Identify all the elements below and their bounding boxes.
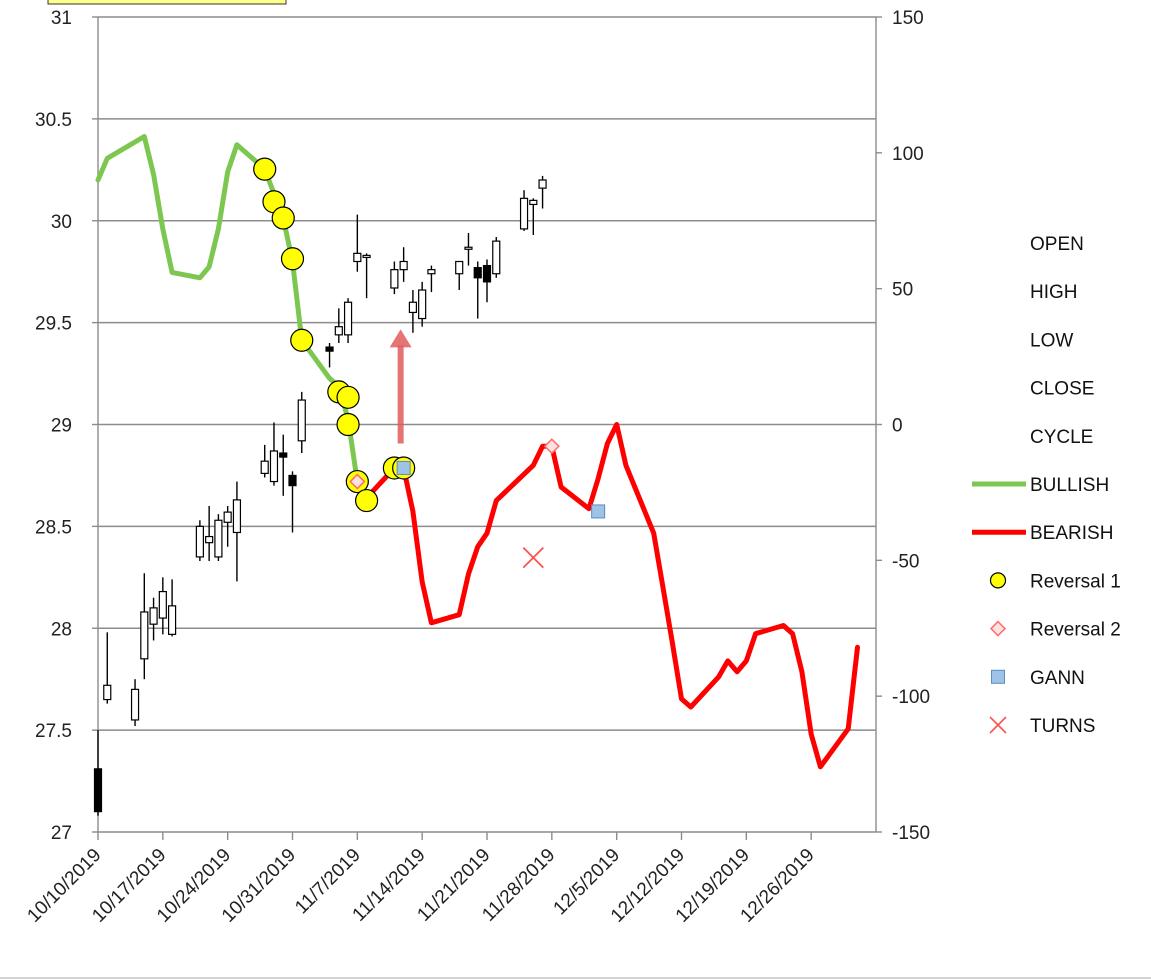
candle-body <box>260 460 269 474</box>
candle-body <box>223 511 232 523</box>
arrow-head <box>389 329 412 348</box>
y-left-tick-label: 27.5 <box>35 721 72 742</box>
candle-body <box>408 301 418 314</box>
y-left-tick-label: 28.5 <box>35 517 72 538</box>
y-left-tick-label: 27 <box>51 823 72 844</box>
candle-body <box>93 768 103 813</box>
candle-body <box>103 684 112 701</box>
candle-body <box>519 197 529 230</box>
candle-body <box>232 499 242 534</box>
candle-body <box>158 590 167 619</box>
y-right-tick-label: -100 <box>892 687 930 708</box>
legend-swatch-reversal2 <box>989 620 1007 637</box>
candle-body <box>492 240 501 275</box>
bottom-border <box>0 977 1151 979</box>
legend-label: CLOSE <box>1030 379 1094 400</box>
y-left-tick-label: 29.5 <box>35 314 72 335</box>
y-right-tick-label: -150 <box>892 823 930 844</box>
candle-body <box>538 179 547 189</box>
legend-label: HIGH <box>1030 282 1078 303</box>
candle-body <box>279 452 288 458</box>
legend: OPEN HIGH LOW CLOSE CYCLE BULLISH BEARISH Rever… <box>972 234 1121 737</box>
candle-body <box>297 399 306 442</box>
candle-body <box>325 346 334 352</box>
candle-body <box>427 269 436 275</box>
reversal2-marker <box>349 473 366 490</box>
y-right-tick-label: 100 <box>892 144 924 165</box>
legend-label: Reversal 2 <box>1030 620 1121 641</box>
legend-swatch-turns <box>989 716 1007 734</box>
legend-swatch-gann <box>991 669 1005 684</box>
legend-label: CYCLE <box>1030 427 1093 448</box>
candle-body <box>149 607 158 625</box>
candle-body <box>167 605 177 635</box>
candle-body <box>455 260 464 275</box>
candle-body <box>529 199 538 206</box>
reversal1-marker <box>271 206 295 230</box>
candle-body <box>362 254 371 259</box>
candle-body <box>195 525 204 558</box>
reversal1-marker <box>253 157 277 181</box>
legend-swatch-reversal1 <box>989 572 1007 589</box>
y-left-tick-label: 28 <box>51 619 72 640</box>
candle-body <box>205 535 214 544</box>
legend-label: Reversal 1 <box>1030 571 1121 592</box>
legend-label: BULLISH <box>1030 475 1109 496</box>
candle-body <box>334 326 343 336</box>
tick-labels: 27 27.5 28 28.5 29 29.5 30 30.5 31 -150 -100 -50 0 50… <box>23 8 930 927</box>
gann-marker <box>591 504 606 519</box>
candle-body <box>482 264 492 283</box>
title-box <box>47 0 287 5</box>
candle-body <box>130 688 140 721</box>
legend-label: OPEN <box>1030 234 1084 255</box>
candle-body <box>343 301 353 336</box>
candle-body <box>399 260 408 271</box>
reversal1-marker <box>336 412 360 437</box>
legend-label: TURNS <box>1030 716 1095 737</box>
candle-body <box>390 269 399 289</box>
y-left-tick-label: 29 <box>51 416 72 437</box>
y-left-tick-label: 30.5 <box>35 110 72 131</box>
bullish-line <box>95 134 370 501</box>
bearish-line <box>364 422 860 770</box>
candle-body <box>464 246 473 250</box>
markers <box>253 157 606 569</box>
candle-body <box>473 267 482 279</box>
axes <box>92 16 882 840</box>
legend-label: BEARISH <box>1030 523 1113 544</box>
candle-body <box>353 252 362 263</box>
candle-body <box>269 450 279 483</box>
reversal1-marker <box>336 385 360 409</box>
reversal1-marker <box>354 488 379 513</box>
reversal2-marker <box>543 438 560 455</box>
gridlines <box>98 16 876 731</box>
reversal1-marker <box>280 247 305 271</box>
y-right-tick-label: -50 <box>892 551 919 572</box>
y-left-tick-label: 30 <box>51 212 72 233</box>
reversal1-marker <box>290 328 314 352</box>
legend-label: LOW <box>1030 330 1073 351</box>
series <box>93 134 860 816</box>
legend-label: GANN <box>1030 668 1085 689</box>
candle-body <box>288 474 297 487</box>
turns-marker <box>522 546 544 569</box>
gann-marker <box>396 460 411 475</box>
candle-body <box>140 611 149 660</box>
candle-body <box>214 519 223 558</box>
y-right-tick-label: 0 <box>892 416 903 437</box>
y-right-tick-label: 150 <box>892 8 924 29</box>
y-right-tick-label: 50 <box>892 280 913 301</box>
y-left-tick-label: 31 <box>51 8 72 29</box>
candle-body <box>418 289 427 320</box>
